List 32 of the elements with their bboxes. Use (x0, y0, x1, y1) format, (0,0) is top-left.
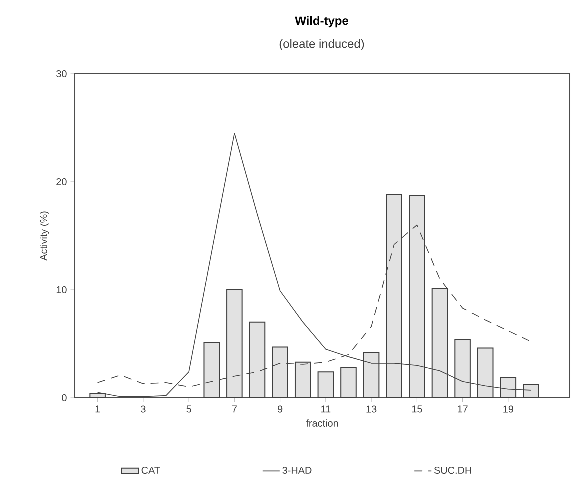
x-tick-label: 5 (186, 406, 192, 413)
x-tick-label: 15 (412, 406, 422, 413)
x-tick-label: 3 (141, 406, 146, 413)
x-tick-label: 17 (458, 406, 468, 413)
bar (477, 348, 494, 398)
y-tick-label: 30 (56, 70, 67, 78)
bar (294, 362, 312, 398)
bar (386, 194, 403, 398)
bar (226, 289, 243, 398)
bar (340, 367, 357, 398)
x-tick-label: 1 (96, 406, 100, 413)
y-axis-title: Activity (%) (40, 212, 50, 261)
y-tick-label: 10 (56, 286, 67, 294)
legend-label: SUC.DH (434, 466, 472, 474)
legend-label: 3-HAD (282, 466, 312, 474)
x-tick-label: 7 (232, 406, 237, 413)
x-tick-label: 19 (504, 406, 514, 413)
y-tick-label: 0 (62, 394, 67, 402)
bar (249, 322, 266, 398)
bar (204, 342, 220, 398)
bar (409, 196, 426, 398)
bar (432, 288, 448, 398)
x-axis-title: fraction (306, 420, 338, 427)
chart-title: Wild-type (295, 16, 348, 28)
x-tick-label: 13 (366, 406, 377, 413)
bar (454, 339, 471, 398)
x-tick-label: 11 (322, 406, 331, 413)
chart-subtitle: (oleate induced) (280, 39, 364, 51)
bar (272, 346, 288, 398)
legend-label: CAT (142, 466, 160, 474)
y-tick-label: 20 (56, 178, 67, 186)
x-tick-label: 9 (278, 406, 283, 413)
